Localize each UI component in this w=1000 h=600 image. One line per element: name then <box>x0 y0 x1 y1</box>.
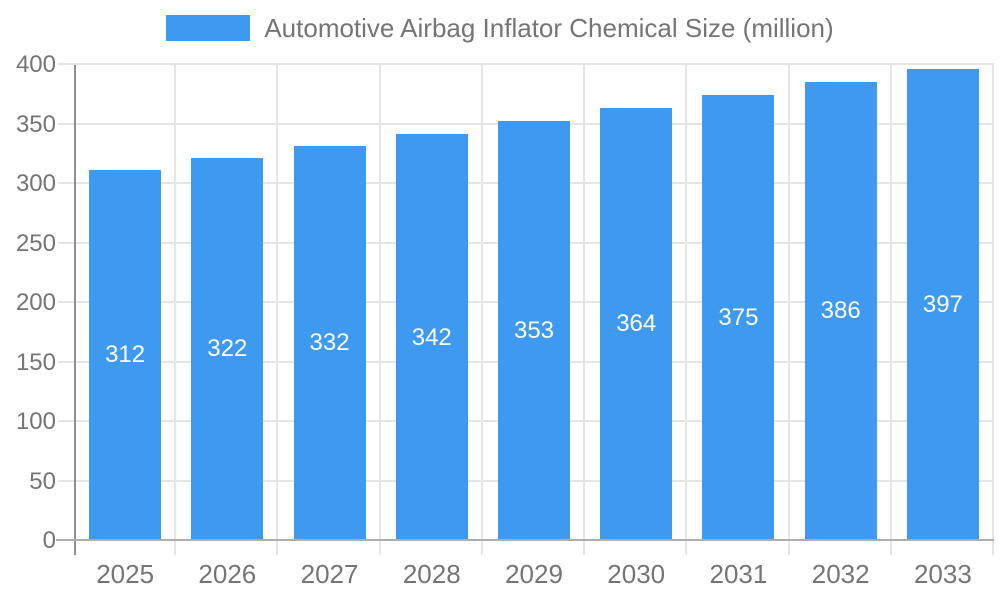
legend: Automotive Airbag Inflator Chemical Size… <box>0 14 1000 43</box>
x-axis-label: 2028 <box>402 559 461 589</box>
gridline-horizontal <box>74 63 994 65</box>
bar: 375 <box>702 94 775 541</box>
gridline-vertical <box>276 65 279 541</box>
bar: 364 <box>600 107 673 541</box>
y-axis-label: 300 <box>15 170 56 197</box>
x-axis-label: 2030 <box>607 559 666 589</box>
y-axis-tick <box>58 360 74 363</box>
bar: 397 <box>906 68 979 541</box>
bar-value-label: 364 <box>616 310 657 338</box>
y-axis-tick <box>58 122 74 125</box>
x-axis-tick <box>583 541 586 555</box>
x-axis-tick <box>889 541 892 555</box>
y-axis-line <box>74 65 76 555</box>
y-axis-tick <box>58 241 74 244</box>
bar: 353 <box>498 120 570 541</box>
gridline-vertical <box>889 65 892 541</box>
bar-value-label: 397 <box>922 290 963 318</box>
x-axis-label: 2031 <box>709 559 768 589</box>
y-axis-label: 400 <box>15 51 56 78</box>
gridline-vertical <box>583 65 586 541</box>
bar-value-label: 322 <box>207 335 248 363</box>
bar-value-label: 375 <box>718 303 759 331</box>
bar-value-label: 342 <box>411 323 452 351</box>
gridline-vertical <box>174 65 177 541</box>
y-axis-label: 250 <box>15 229 56 257</box>
bar-value-label: 353 <box>513 316 555 344</box>
x-axis-label: 2029 <box>505 559 563 589</box>
y-axis-tick <box>58 63 74 65</box>
plot-area: 0 50 100 150 200 250 300 350 400 312 2025 322 2026 33… <box>16 51 994 589</box>
x-axis-tick <box>787 541 790 555</box>
x-axis-tick <box>276 541 279 555</box>
y-axis-label: 100 <box>15 408 56 435</box>
bar: 332 <box>293 145 366 541</box>
gridline-vertical <box>787 65 790 541</box>
gridline-vertical <box>480 65 483 541</box>
legend-swatch <box>166 15 251 42</box>
bar-value-label: 332 <box>309 329 350 357</box>
x-axis-label: 2027 <box>300 559 359 589</box>
x-axis-tick <box>480 541 483 555</box>
bar-value-label: 386 <box>820 297 861 325</box>
x-axis-line <box>56 539 994 541</box>
y-axis-label: 0 <box>42 527 56 554</box>
y-axis-tick <box>58 479 74 482</box>
x-axis-tick <box>378 541 381 555</box>
x-axis-tick <box>174 541 177 555</box>
gridline-vertical <box>685 65 688 541</box>
bar: 322 <box>191 157 264 541</box>
x-axis-label: 2026 <box>198 559 257 589</box>
x-axis-label: 2033 <box>913 559 972 589</box>
bar: 342 <box>395 134 468 541</box>
x-axis-tick <box>992 541 994 555</box>
bar: 386 <box>804 81 877 541</box>
y-axis-label: 200 <box>15 289 56 316</box>
bar: 312 <box>89 169 162 541</box>
y-axis-tick <box>58 182 74 184</box>
y-axis-label: 150 <box>15 348 56 376</box>
bar-value-label: 312 <box>105 341 146 369</box>
y-axis-tick <box>58 301 74 303</box>
y-axis-label: 350 <box>15 110 56 138</box>
x-axis-label: 2025 <box>96 559 155 589</box>
legend-label: Automotive Airbag Inflator Chemical Size… <box>264 13 834 43</box>
y-axis-tick <box>58 420 74 422</box>
gridline-vertical <box>992 65 994 541</box>
y-axis-label: 50 <box>29 467 56 495</box>
x-axis-tick <box>685 541 688 555</box>
x-axis-label: 2032 <box>811 559 870 589</box>
gridline-vertical <box>378 65 381 541</box>
